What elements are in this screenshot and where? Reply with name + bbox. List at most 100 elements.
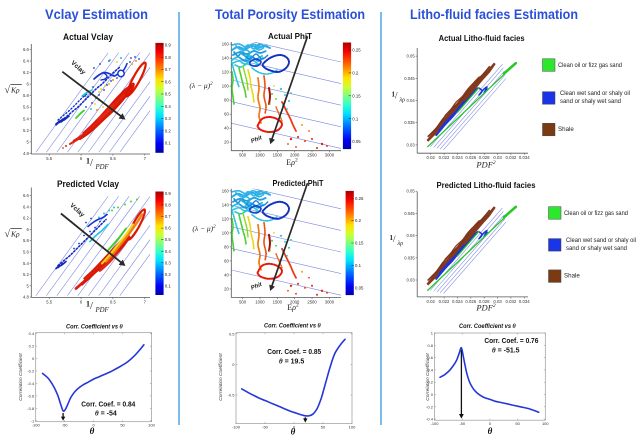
svg-text:5.5: 5.5	[46, 300, 52, 305]
svg-text:140: 140	[222, 202, 230, 207]
svg-text:0.15: 0.15	[355, 241, 364, 246]
svg-text:(λ − μ)2: (λ − μ)2	[189, 81, 213, 90]
svg-text:2500: 2500	[307, 300, 317, 305]
svg-text:√: √	[5, 229, 11, 240]
svg-text:6: 6	[26, 82, 29, 87]
svg-text:Vclay: Vclay	[68, 202, 86, 219]
svg-text:-0.2: -0.2	[27, 368, 35, 373]
svg-text:1: 1	[390, 234, 394, 242]
svg-text:5.2: 5.2	[23, 128, 29, 133]
svg-text:100: 100	[349, 425, 356, 430]
svg-text:0.8: 0.8	[165, 55, 172, 60]
svg-text:1000: 1000	[255, 300, 265, 305]
svg-text:500: 500	[239, 300, 247, 305]
svg-text:60: 60	[224, 258, 229, 263]
svg-text:0.05: 0.05	[355, 285, 364, 290]
svg-text:5.8: 5.8	[23, 93, 29, 98]
svg-text:0.024: 0.024	[452, 155, 463, 160]
svg-text:0.028: 0.028	[479, 155, 490, 160]
svg-text:0.032: 0.032	[506, 299, 517, 304]
svg-text:6.4: 6.4	[23, 204, 29, 209]
svg-text:50: 50	[120, 423, 125, 428]
svg-text:0.03: 0.03	[493, 299, 502, 304]
svg-text:Predicted Vclay: Predicted Vclay	[57, 179, 119, 189]
svg-text:θ = -51.5: θ = -51.5	[492, 347, 520, 355]
svg-text:4.8: 4.8	[23, 295, 29, 300]
svg-text:θ: θ	[120, 324, 124, 331]
svg-text:0.6: 0.6	[165, 79, 172, 84]
svg-text:1500: 1500	[273, 153, 283, 158]
svg-text:0.022: 0.022	[439, 299, 450, 304]
svg-text:2500: 2500	[307, 153, 317, 158]
svg-text:20: 20	[224, 286, 229, 291]
svg-text:θ: θ	[488, 426, 493, 436]
svg-text:0.03: 0.03	[407, 278, 416, 283]
svg-text:1: 1	[86, 157, 90, 166]
svg-text:Corr. Coef. = 0.76: Corr. Coef. = 0.76	[484, 338, 538, 345]
svg-text:1500: 1500	[273, 300, 283, 305]
svg-text:0.034: 0.034	[519, 299, 530, 304]
svg-text:Clean oil or fizz gas sand: Clean oil or fizz gas sand	[558, 62, 623, 69]
svg-text:θ: θ	[291, 427, 296, 437]
svg-text:7: 7	[144, 300, 147, 305]
svg-text:PDF: PDF	[95, 164, 110, 171]
svg-text:Corr. Coefficient vs: Corr. Coefficient vs	[459, 324, 512, 330]
svg-text:6: 6	[26, 227, 29, 232]
svg-text:0.7: 0.7	[165, 214, 172, 219]
svg-text:0.25: 0.25	[355, 196, 364, 201]
svg-text:50: 50	[321, 425, 326, 430]
svg-text:Eρ2: Eρ2	[286, 158, 298, 168]
svg-text:-100: -100	[232, 425, 241, 430]
svg-text:0.05: 0.05	[352, 139, 361, 144]
svg-text:0.032: 0.032	[506, 155, 517, 160]
svg-text:6.6: 6.6	[23, 47, 29, 52]
svg-text:2000: 2000	[290, 300, 300, 305]
svg-text:-0.2: -0.2	[426, 404, 434, 409]
svg-text:Correlation Coefficient: Correlation Coefficient	[18, 353, 24, 401]
svg-text:1000: 1000	[255, 153, 265, 158]
svg-text:-100: -100	[430, 421, 439, 426]
svg-text:6.5: 6.5	[110, 300, 116, 305]
svg-text:6: 6	[80, 156, 83, 161]
svg-text:0.25: 0.25	[352, 48, 361, 53]
svg-text:5.4: 5.4	[23, 116, 29, 121]
svg-text:0.035: 0.035	[404, 120, 415, 125]
svg-text:0.022: 0.022	[439, 155, 450, 160]
svg-text:/: /	[395, 91, 398, 101]
svg-text:0: 0	[293, 425, 296, 430]
svg-text:5.8: 5.8	[23, 238, 29, 243]
svg-text:1: 1	[431, 331, 434, 336]
svg-text:Total Porosity Estimation: Total Porosity Estimation	[215, 6, 365, 22]
svg-text:160: 160	[222, 42, 230, 47]
svg-text:120: 120	[222, 70, 230, 75]
svg-text:1: 1	[86, 300, 90, 309]
svg-text:(λ − μ)2: (λ − μ)2	[192, 224, 216, 233]
svg-text:Shale: Shale	[558, 126, 574, 133]
svg-text:Actual PhiT: Actual PhiT	[268, 31, 313, 41]
svg-text:0.5: 0.5	[165, 92, 172, 97]
svg-text:-1: -1	[31, 418, 35, 423]
svg-text:-100: -100	[32, 423, 41, 428]
svg-text:Actual Litho-fluid facies: Actual Litho-fluid facies	[439, 34, 526, 43]
svg-text:100: 100	[542, 421, 549, 426]
svg-text:0.7: 0.7	[165, 67, 172, 72]
svg-text:0.4: 0.4	[165, 249, 172, 254]
svg-text:0.6: 0.6	[165, 226, 172, 231]
svg-text:500: 500	[239, 153, 247, 158]
svg-text:Vclay Estimation: Vclay Estimation	[45, 6, 148, 22]
svg-text:θ = -54: θ = -54	[95, 410, 117, 418]
svg-text:-0.4: -0.4	[426, 417, 434, 422]
svg-text:Phit: Phit	[250, 135, 264, 145]
svg-text:6: 6	[80, 300, 83, 305]
svg-text:0.2: 0.2	[165, 128, 172, 133]
svg-text:-0.8: -0.8	[27, 406, 35, 411]
svg-text:2000: 2000	[290, 153, 300, 158]
svg-text:0.1: 0.1	[355, 263, 362, 268]
svg-text:0.02: 0.02	[427, 299, 436, 304]
svg-text:0.4: 0.4	[29, 331, 35, 336]
svg-text:1: 1	[392, 91, 396, 99]
svg-text:θ: θ	[513, 323, 517, 330]
svg-text:sand or shaly wet sand: sand or shaly wet sand	[566, 245, 628, 252]
svg-text:20: 20	[224, 140, 229, 145]
svg-text:0.03: 0.03	[407, 142, 416, 147]
